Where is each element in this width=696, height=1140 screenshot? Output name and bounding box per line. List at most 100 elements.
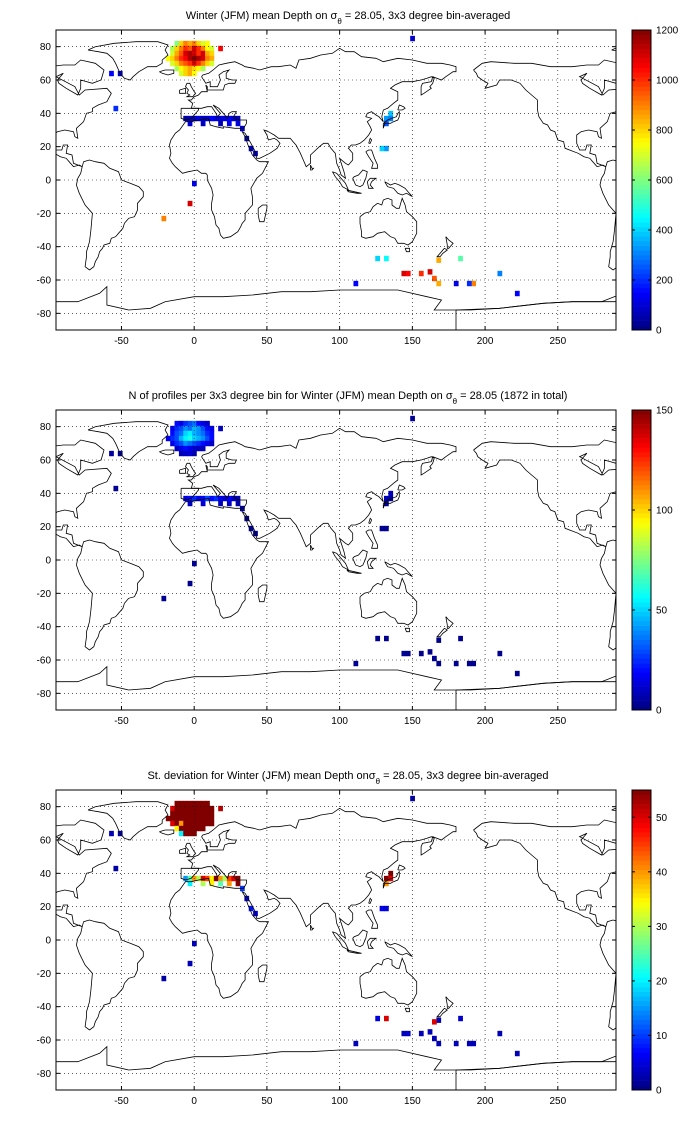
colorbar-segment xyxy=(632,841,651,847)
bin-cell xyxy=(187,70,193,77)
colorbar-segment xyxy=(632,189,651,195)
colorbar-segment xyxy=(632,1010,651,1016)
colorbar-segment xyxy=(632,606,651,612)
bin-cell xyxy=(113,485,119,492)
bin-cell xyxy=(174,60,180,67)
colorbar-segment xyxy=(632,419,651,425)
grid xyxy=(56,410,616,710)
colorbar-segment xyxy=(632,916,651,922)
bin-cell xyxy=(436,637,442,643)
bin-cell xyxy=(458,255,463,262)
bin-cell xyxy=(205,805,210,812)
x-tick-label: 0 xyxy=(191,1096,197,1107)
bin-cell xyxy=(192,830,197,837)
coastline xyxy=(310,924,315,931)
colorbar-segment xyxy=(632,1019,651,1025)
colorbar-segment xyxy=(632,850,651,856)
bin-cell xyxy=(453,660,459,667)
bin-cell xyxy=(187,960,193,967)
bin-cell xyxy=(458,635,463,642)
colorbar-segment xyxy=(632,1038,651,1044)
bin-cell xyxy=(200,805,206,812)
colorbar-segment xyxy=(632,217,651,223)
bin-cell xyxy=(248,145,254,152)
bin-cell xyxy=(209,805,215,812)
x-tick-label: 100 xyxy=(331,716,348,727)
y-tick-label: 80 xyxy=(40,802,52,813)
colorbar-segment xyxy=(632,930,651,936)
colorbar-segment xyxy=(632,972,651,978)
bin-cell xyxy=(183,450,189,457)
colorbar-segment xyxy=(632,447,651,453)
bin-cell xyxy=(192,50,197,57)
colorbar-segment xyxy=(632,269,651,275)
bin-cell xyxy=(174,820,180,827)
coastline xyxy=(310,164,315,171)
bin-cell xyxy=(200,445,206,452)
bin-cell xyxy=(384,905,389,912)
bin-cell xyxy=(192,805,197,812)
bin-cell xyxy=(187,580,193,587)
bin-cell xyxy=(432,275,437,282)
colorbar-segment xyxy=(632,325,651,331)
bin-cell xyxy=(226,500,232,507)
bin-cell xyxy=(178,450,184,457)
colorbar-segment xyxy=(632,602,651,608)
bin-cell xyxy=(200,495,206,502)
coastline xyxy=(683,450,696,455)
bin-cell xyxy=(183,815,189,822)
bin-cell xyxy=(174,800,180,807)
x-tick-label: 150 xyxy=(404,336,421,347)
bin-cell xyxy=(200,50,206,57)
bin-cell xyxy=(436,257,442,263)
bin-cell xyxy=(200,430,206,437)
colorbar-tick-label: 0 xyxy=(656,706,662,717)
coastline xyxy=(332,931,350,951)
y-tick-label: -40 xyxy=(37,1002,52,1013)
bin-cell xyxy=(213,115,219,122)
coastline xyxy=(368,517,373,524)
bin-cell xyxy=(200,55,206,62)
bin-cell xyxy=(209,875,215,882)
colorbar-segment xyxy=(632,292,651,298)
coastline xyxy=(159,829,175,836)
y-tick-label: -80 xyxy=(37,1069,52,1080)
bin-cell xyxy=(209,60,215,67)
bin-cell xyxy=(183,805,189,812)
coastline xyxy=(382,490,400,509)
colorbar-segment xyxy=(632,555,651,561)
colorbar-tick-label: 30 xyxy=(656,922,668,933)
bin-cell xyxy=(196,815,202,822)
bin-cell xyxy=(178,65,184,72)
coastline xyxy=(359,957,418,1006)
bin-cell xyxy=(183,70,189,77)
y-tick-label: 40 xyxy=(40,489,52,500)
colorbar-segment xyxy=(632,855,651,861)
colorbar-segment xyxy=(632,799,651,805)
bin-cell xyxy=(497,1030,503,1037)
bin-cell xyxy=(187,120,193,127)
bin-cell xyxy=(384,255,389,262)
colorbar-segment xyxy=(632,485,651,490)
bin-cell xyxy=(174,50,180,57)
bin-cell xyxy=(466,660,472,667)
x-tick-label: 100 xyxy=(331,1096,348,1107)
colorbar-tick-label: 0 xyxy=(656,326,662,337)
colorbar-segment xyxy=(632,194,651,200)
bin-cell xyxy=(222,495,228,502)
bin-cell xyxy=(200,420,206,427)
colorbar-segment xyxy=(632,1024,651,1030)
colorbar-segment xyxy=(632,470,651,476)
bin-cell xyxy=(183,45,189,52)
colorbar-segment xyxy=(632,705,651,711)
colorbar-segment xyxy=(632,62,651,68)
bin-cell xyxy=(183,825,189,832)
colorbar-segment xyxy=(632,58,651,64)
colorbar-segment xyxy=(632,635,651,640)
bin-cell xyxy=(187,50,193,57)
coastline xyxy=(397,104,406,111)
bin-cell xyxy=(209,810,215,817)
bin-cell xyxy=(200,815,206,822)
y-tick-label: 20 xyxy=(40,902,52,913)
y-tick-label: -60 xyxy=(37,1036,52,1047)
